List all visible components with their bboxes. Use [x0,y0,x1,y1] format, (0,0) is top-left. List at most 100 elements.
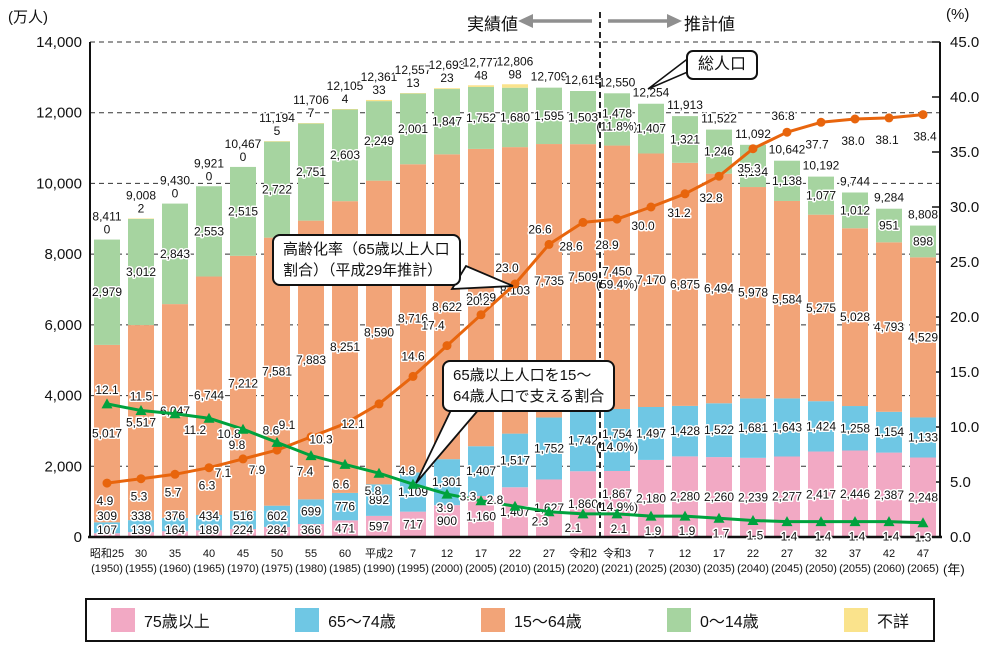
x-tick-year-label: (1965) [193,563,225,575]
support-ratio-marker [475,495,487,506]
value-label: 7,212 [228,376,258,390]
bar-segment-65-74 [536,417,562,480]
support-ratio-marker [441,488,453,499]
unknown-label: 23 [440,71,454,85]
legend-swatch-unknown [843,608,868,632]
support-ratio-marker [305,450,317,461]
value-label: 139 [131,523,151,537]
value-label: 1,133 [908,430,938,444]
value-label: (14.0%) [596,440,638,454]
y-axis-right-tick-label: 0.0 [950,529,971,546]
support-ratio-value: 1.7 [713,526,730,540]
value-label: 1,517 [500,453,530,467]
x-axis-unit: (年) [943,562,965,577]
value-label: 6,875 [670,277,700,291]
total-label: 9,008 [126,189,156,203]
value-label: 2,387 [874,488,904,502]
bar-segment-0-14 [536,87,562,145]
support-ratio-value: 9.8 [229,438,246,452]
total-label: 12,254 [633,86,670,100]
aging-rate-marker [918,110,928,120]
bar-segment-75plus [502,487,528,537]
x-tick-era-label: 27 [543,548,555,560]
support-ratio-marker [135,405,147,415]
bar-segment-75plus [332,520,358,537]
bar-segment-unknown [298,123,324,124]
actual-arrowhead [518,14,533,28]
support-ratio-value: 2.3 [532,515,549,529]
value-label: 1,680 [500,110,530,124]
x-tick-era-label: 17 [713,548,725,560]
y-axis-left-tick-label: 14,000 [36,34,82,51]
value-label: 2,553 [194,224,224,238]
bar-segment-65-74 [876,411,902,453]
legend-label-0-14: 0〜14歳 [699,614,759,631]
bar-segment-15-64 [400,164,426,473]
bar-segment-65-74 [774,398,800,457]
support-ratio-value: 1.4 [815,530,832,544]
y-axis-left-tick-label: 12,000 [36,105,82,122]
value-label: 8,716 [398,311,428,325]
total-population-callout: 総人口 [686,50,759,81]
bar-segment-0-14 [502,87,528,148]
value-label: 3,012 [126,265,156,279]
bar-segment-15-64 [638,153,664,407]
bar-segment-65-74 [638,406,664,460]
value-label: 7,450 [602,264,632,278]
x-tick-era-label: 22 [509,548,521,560]
y-axis-right-tick-label: 15.0 [950,364,979,381]
value-label: 1,754 [602,427,632,441]
support-ratio-marker [509,500,521,511]
value-label: 1,246 [704,145,734,159]
support-ratio-marker [645,510,657,521]
total-label: 12,550 [599,75,636,89]
bar-segment-0-14 [842,192,868,229]
aging-rate-value: 38.4 [913,130,937,144]
value-label: 309 [97,509,117,523]
value-label: 1,503 [568,111,598,125]
bar-segment-65-74 [706,403,732,458]
y-axis-left-tick-label: 10,000 [36,175,82,192]
aging-rate-marker [476,310,486,320]
y-axis-left-tick-label: 0 [74,529,82,546]
x-tick-era-label: 50 [271,548,283,560]
legend-swatch-15-64 [481,608,506,632]
aging-rate-marker [102,478,112,488]
total-label: 8,808 [908,208,938,222]
total-label: 10,467 [225,137,262,151]
legend-item-unknown: 不詳 [843,608,909,632]
value-label: 1,424 [806,419,836,433]
aging-rate-marker [714,171,724,181]
legend-label-15-64: 15〜64歳 [514,614,582,631]
aging-rate-marker [442,341,452,351]
value-label: 900 [437,514,457,528]
bar-segment-75plus [672,456,698,537]
bar-segment-65-74 [264,505,290,527]
x-tick-era-label: 昭和25 [90,547,124,560]
total-label: 11,194 [259,111,295,125]
bar-segment-15-64 [196,276,222,515]
bar-segment-0-14 [638,103,664,154]
value-label: 1,643 [772,420,802,434]
legend-label-unknown: 不詳 [876,614,909,631]
bar-segment-unknown [366,99,392,102]
support-ratio-marker [747,515,759,525]
legend-label-75plus: 75歳以上 [144,614,210,631]
value-label: 2,249 [364,134,394,148]
value-label: 2,277 [772,490,802,504]
bar-segment-0-14 [264,141,290,238]
x-tick-era-label: 47 [917,548,929,560]
x-tick-year-label: (2021) [601,563,633,575]
x-tick-era-label: 平成2 [365,547,393,560]
x-tick-year-label: (1975) [261,563,293,575]
unknown-label: 0 [240,150,247,164]
value-label: 7,170 [636,273,666,287]
support-ratio-value: 1.4 [849,530,866,544]
estimate-arrowhead [667,14,682,28]
support-ratio-marker [407,478,419,489]
value-label: 602 [267,509,287,523]
support-ratio-value: 2.8 [487,493,504,507]
bar-segment-0-14 [434,89,460,155]
